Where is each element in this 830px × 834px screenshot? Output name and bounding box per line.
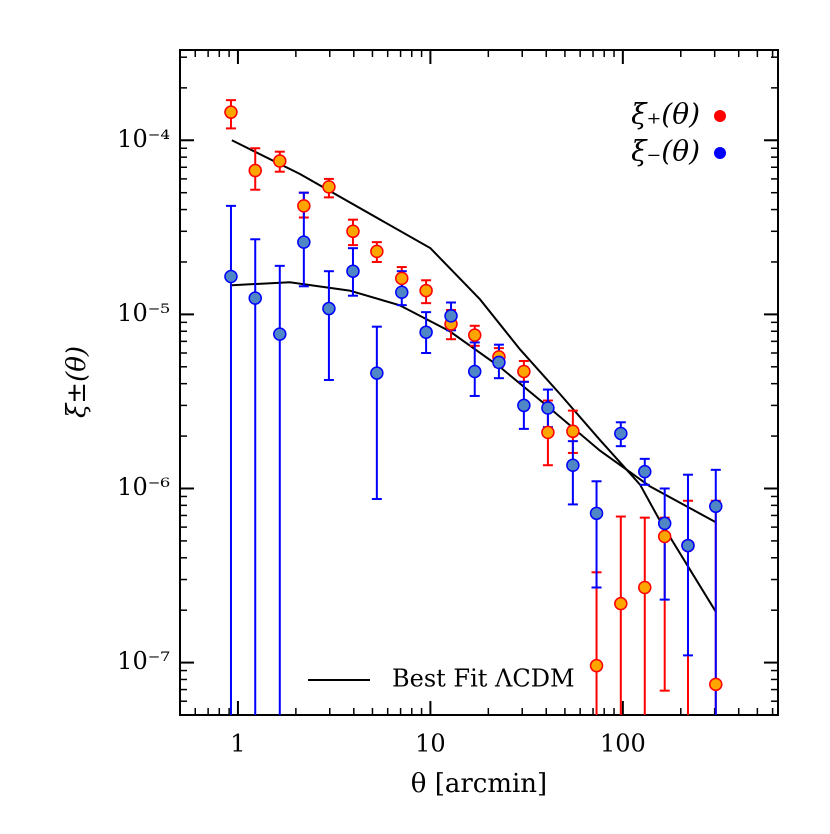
point: [614, 596, 628, 611]
point: [614, 426, 628, 441]
point: [517, 364, 531, 379]
legend-label: Best Fit ΛCDM: [392, 665, 575, 693]
point: [638, 464, 652, 479]
point: [541, 401, 555, 415]
point: [681, 538, 695, 553]
point: [467, 328, 482, 342]
point: [419, 283, 433, 298]
x-tick-label: 10: [415, 730, 446, 758]
y-tick-label: 10⁻⁷: [117, 647, 170, 675]
point: [589, 506, 604, 521]
point: [517, 398, 531, 413]
plot-area: [224, 99, 723, 715]
point: [709, 499, 723, 514]
legend-marker: [714, 147, 726, 159]
legend-label: ξ₊(θ): [631, 98, 700, 131]
x-axis-label: θ [arcmin]: [411, 769, 547, 799]
point: [346, 224, 360, 239]
point: [224, 269, 238, 284]
point: [419, 325, 433, 339]
point: [657, 516, 672, 531]
point: [395, 271, 409, 286]
point: [273, 327, 287, 341]
point: [224, 105, 238, 119]
y-tick-label: 10⁻⁴: [117, 125, 170, 153]
point: [248, 163, 262, 178]
point: [589, 658, 604, 673]
point: [370, 244, 384, 259]
legend-marker: [714, 110, 726, 122]
model-line: [231, 281, 717, 524]
point: [657, 529, 672, 544]
point: [444, 309, 458, 323]
x-tick-label: 100: [600, 730, 646, 758]
y-tick-label: 10⁻⁶: [117, 473, 170, 501]
point: [395, 285, 409, 300]
x-tick-label: 1: [230, 730, 245, 758]
point: [541, 425, 555, 440]
point: [709, 677, 723, 692]
point: [322, 301, 336, 316]
point: [297, 235, 311, 249]
y-tick-label: 10⁻⁵: [117, 299, 170, 327]
point: [467, 364, 482, 379]
point: [566, 424, 580, 439]
plot-frame: [179, 49, 779, 716]
point: [297, 199, 311, 213]
point: [492, 355, 506, 370]
point: [370, 366, 384, 380]
point: [346, 264, 360, 278]
point: [322, 180, 336, 194]
point: [638, 580, 652, 595]
point: [273, 154, 287, 168]
model-line: [231, 139, 717, 613]
point: [248, 291, 262, 305]
y-axis-label: ξ±(θ): [62, 346, 92, 418]
point: [566, 458, 580, 472]
legend-label: ξ₋(θ): [631, 135, 700, 168]
